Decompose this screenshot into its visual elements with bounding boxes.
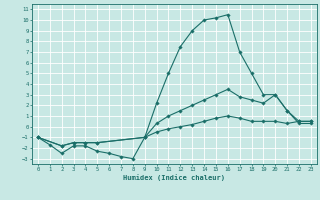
X-axis label: Humidex (Indice chaleur): Humidex (Indice chaleur) xyxy=(124,174,225,181)
